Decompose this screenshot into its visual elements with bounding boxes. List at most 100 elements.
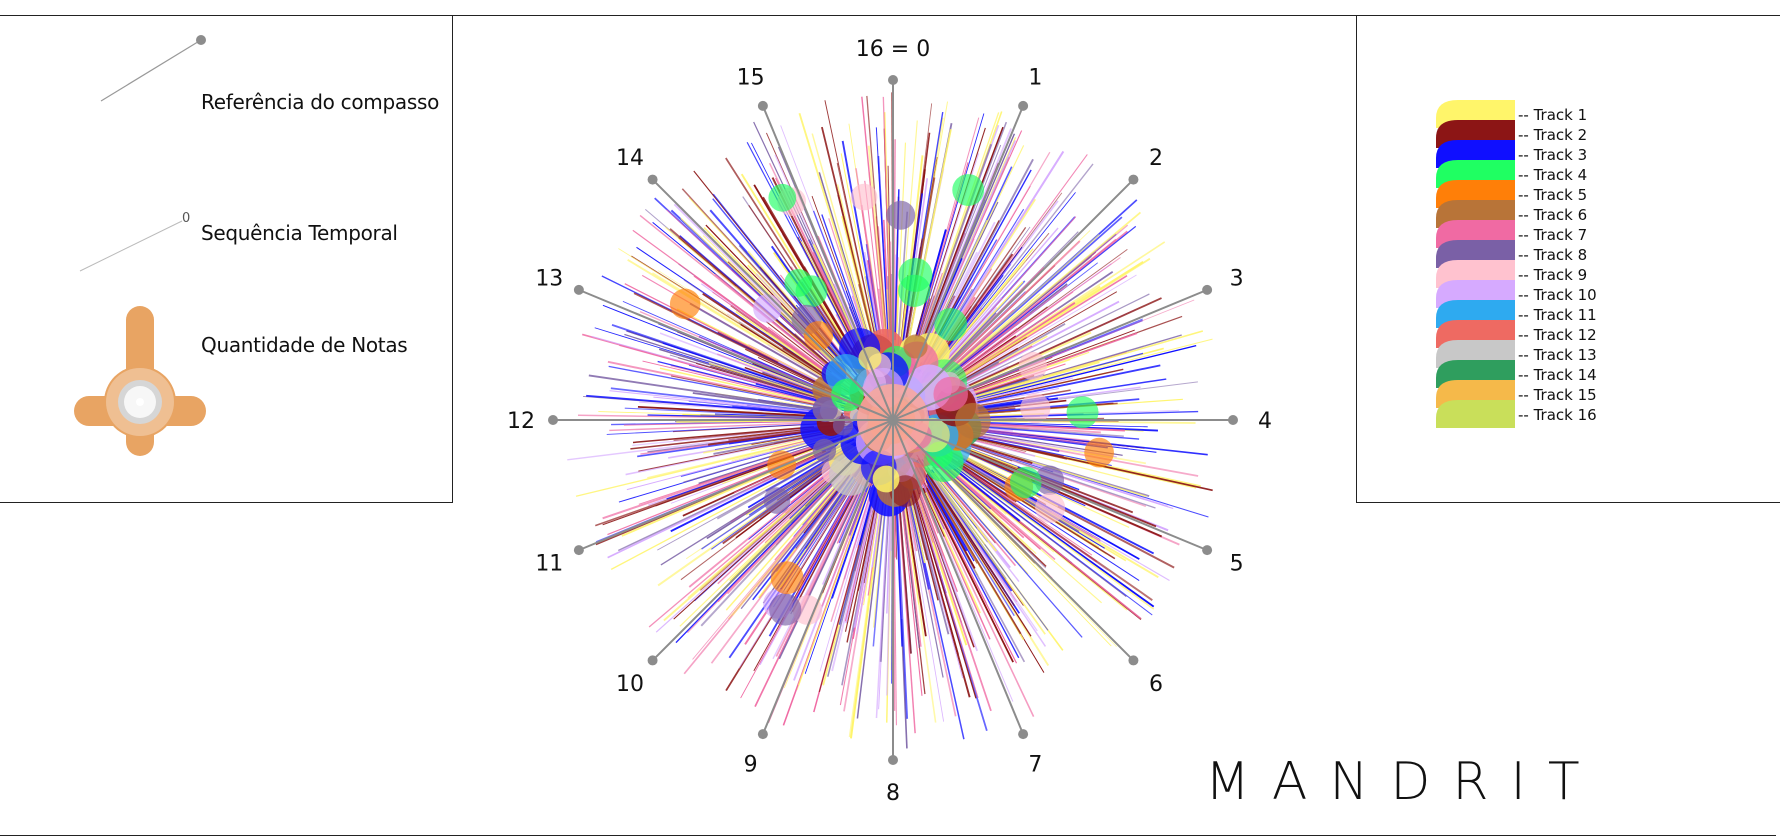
note-ray <box>929 445 1153 601</box>
note-ray <box>945 281 1024 365</box>
track-label: -- Track 3 <box>1518 146 1587 164</box>
track-label: -- Track 2 <box>1518 126 1587 144</box>
axis-end-dot <box>647 655 658 666</box>
note-ray <box>912 491 959 655</box>
note-ray <box>948 460 1155 610</box>
note-ray <box>830 480 875 622</box>
note-ray <box>945 344 1197 408</box>
note-circle <box>669 288 701 320</box>
note-quantity-glyph <box>74 306 206 456</box>
axis-end-dot <box>1018 729 1029 740</box>
legend-panel <box>0 15 453 503</box>
note-circle <box>831 378 864 412</box>
track-label: -- Track 16 <box>1518 406 1597 424</box>
note-ray <box>607 360 831 409</box>
note-ray <box>648 450 857 628</box>
note-circle <box>1010 466 1042 499</box>
note-circle <box>768 183 797 212</box>
note-circle <box>753 294 782 323</box>
note-ray <box>967 330 1204 400</box>
note-ray <box>935 227 1059 371</box>
note-ray <box>836 184 880 359</box>
axis-end-dot <box>1228 415 1238 425</box>
note-ray <box>940 257 1151 391</box>
note-ray <box>689 302 836 388</box>
track-label: -- Track 4 <box>1518 166 1587 184</box>
note-ray <box>591 335 827 403</box>
note-ray <box>925 192 1076 380</box>
compass-axis <box>892 419 1208 552</box>
note-ray <box>675 470 844 644</box>
track-swatch <box>1436 400 1515 428</box>
note-ray <box>693 275 849 388</box>
note-ray <box>966 447 1018 469</box>
note-ray <box>792 479 863 612</box>
axis-label: 6 <box>1149 672 1163 697</box>
note-circle <box>812 396 838 422</box>
note-ray <box>912 488 977 699</box>
sequence-glyph: 0 <box>79 211 190 272</box>
note-ray <box>657 445 847 551</box>
axis-end-dot <box>757 729 768 740</box>
note-ray <box>956 345 1033 387</box>
compass-reference-label: Referência do compasso <box>201 90 440 114</box>
note-ray <box>933 472 997 552</box>
axis-end-dot <box>1018 100 1029 111</box>
axis-end-dot <box>757 100 768 111</box>
note-ray <box>567 425 839 461</box>
note-ray <box>882 96 893 371</box>
note-ray <box>940 297 1003 367</box>
note-ray <box>926 474 1015 617</box>
axis-label: 13 <box>535 267 563 292</box>
note-ray <box>875 499 890 719</box>
track-label: -- Track 5 <box>1518 186 1587 204</box>
compass-axis <box>892 419 1025 735</box>
track-label: -- Track 15 <box>1518 386 1597 404</box>
note-ray <box>921 480 1035 717</box>
note-ray <box>740 478 862 699</box>
axis-label: 16 = 0 <box>856 37 930 62</box>
note-ray <box>740 471 852 610</box>
note-circle <box>872 465 900 493</box>
note-ray <box>657 463 832 587</box>
note-ray <box>838 492 875 625</box>
note-ray <box>925 469 1015 607</box>
note-circle <box>784 269 813 297</box>
note-ray <box>688 197 858 382</box>
track-label: -- Track 1 <box>1518 106 1587 124</box>
note-ray <box>796 489 869 691</box>
note-ray <box>624 333 840 404</box>
note-ray <box>970 428 1107 447</box>
note-ray <box>679 474 837 627</box>
note-ray <box>912 481 992 712</box>
note-circle <box>952 174 985 206</box>
compass-axis <box>761 105 894 421</box>
note-ray <box>901 498 920 648</box>
compass-reference-glyph <box>100 35 206 102</box>
note-ray <box>960 332 1138 397</box>
track-label: -- Track 8 <box>1518 246 1587 264</box>
note-ray <box>955 225 1137 371</box>
note-ray <box>944 291 1074 384</box>
track-label: -- Track 9 <box>1518 266 1587 284</box>
note-circle <box>1035 492 1066 523</box>
note-ray <box>642 360 834 407</box>
note-ray <box>962 421 1148 428</box>
note-ray <box>932 338 1213 411</box>
note-ray <box>886 493 893 696</box>
axis-label: 4 <box>1258 409 1272 434</box>
axis-end-dot <box>573 545 584 556</box>
note-ray <box>752 476 850 601</box>
note-ray <box>921 468 1022 635</box>
axis-label: 3 <box>1230 267 1244 292</box>
note-ray <box>632 426 814 444</box>
note-circle <box>1020 393 1051 424</box>
note-ray <box>951 468 1008 515</box>
note-ray <box>669 354 843 406</box>
note-ray <box>918 470 1018 664</box>
compass-axis <box>892 288 1208 421</box>
note-ray <box>824 100 877 343</box>
note-ray <box>622 300 831 394</box>
sequence-marker: 0 <box>182 211 190 226</box>
note-ray <box>912 460 989 613</box>
